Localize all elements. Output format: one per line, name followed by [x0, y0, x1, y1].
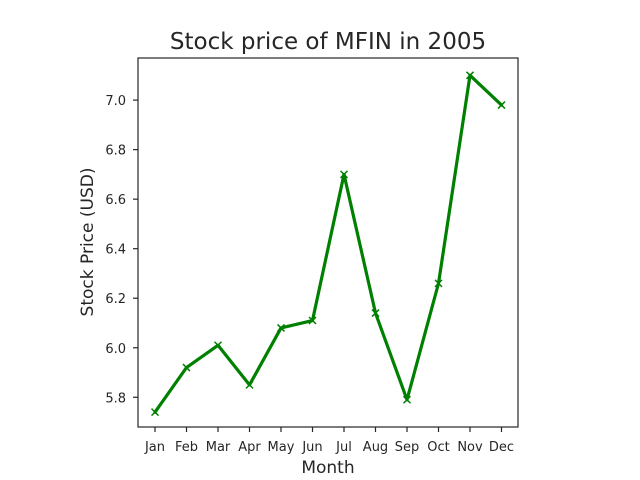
data-point-marker — [497, 101, 506, 110]
y-tick-label: 7.0 — [105, 94, 126, 109]
y-tick-label: 6.8 — [105, 144, 126, 159]
x-axis-label: Month — [301, 458, 354, 478]
x-tick-label: Nov — [457, 440, 483, 455]
y-tick-label: 5.8 — [105, 391, 126, 406]
y-tick-label: 6.0 — [105, 342, 126, 357]
x-tick-label: Mar — [206, 440, 231, 455]
x-tick-label: May — [268, 440, 295, 455]
x-tick-label: Oct — [427, 440, 449, 455]
x-tick-label: Jul — [335, 440, 352, 455]
data-point-marker — [339, 170, 349, 179]
data-point-marker — [434, 279, 443, 288]
x-tick-label: Jun — [301, 440, 322, 455]
y-axis-label: Stock Price (USD) — [78, 168, 98, 317]
data-point-marker — [245, 380, 254, 389]
chart-title: Stock price of MFIN in 2005 — [170, 29, 486, 55]
plot-area: 5.8 6.0 6.2 6.4 6.6 6.8 7.0 Jan Feb Mar Apr May Jun J… — [105, 57, 519, 455]
data-point-marker — [371, 309, 380, 318]
data-point-marker — [182, 363, 191, 372]
data-point-marker — [276, 323, 286, 332]
data-point-marker — [402, 395, 412, 404]
x-tick-label: Aug — [363, 440, 388, 455]
y-tick-label: 6.4 — [105, 243, 126, 258]
data-point-marker — [308, 316, 317, 325]
x-tick-label: Jan — [144, 440, 165, 455]
y-tick-label: 6.6 — [105, 193, 126, 208]
data-point-marker — [213, 341, 223, 350]
series-line — [153, 73, 504, 414]
x-tick-label: Dec — [489, 440, 514, 455]
x-tick-label: Sep — [395, 440, 420, 455]
x-tick-label: Apr — [238, 440, 261, 455]
plot-frame — [137, 57, 519, 428]
data-point-marker — [150, 408, 160, 417]
x-tick-label: Feb — [175, 440, 198, 455]
data-point-marker — [465, 71, 475, 80]
y-tick-label: 6.2 — [105, 292, 126, 307]
